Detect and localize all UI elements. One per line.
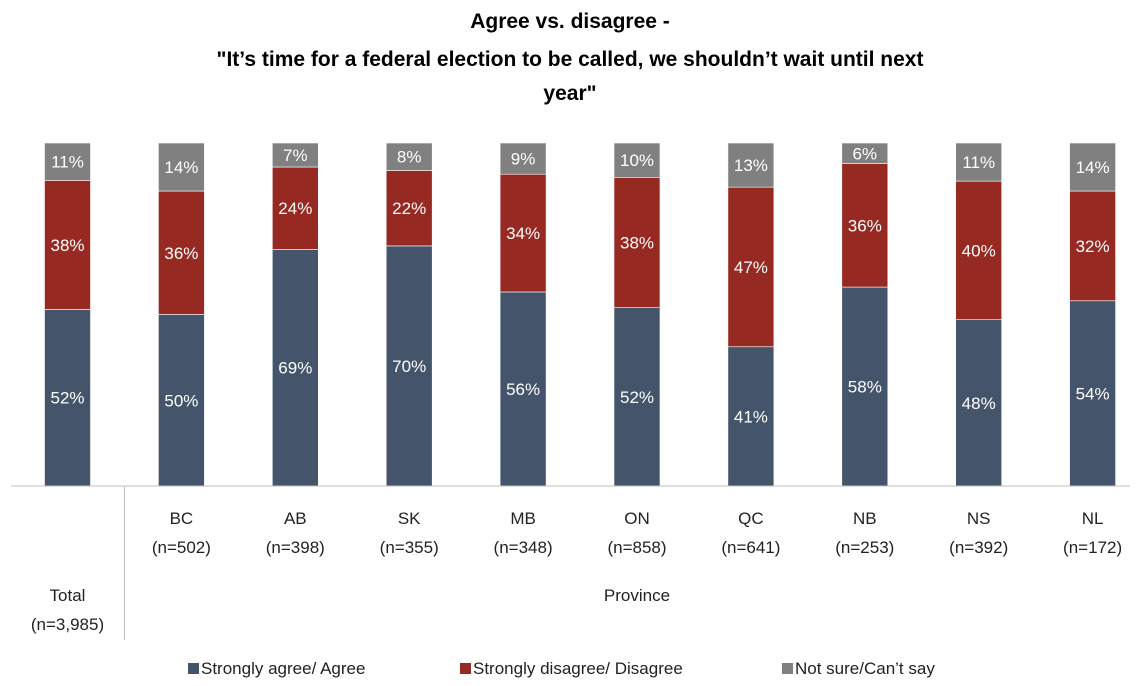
bar-segment-1-cat-7	[727, 346, 775, 487]
bar-segment-3-cat-9	[955, 142, 1003, 182]
bar-segment-2-cat-6	[613, 177, 661, 308]
category-n-label-2: (n=502)	[152, 538, 211, 557]
category-label-2: BC	[170, 509, 194, 528]
data-label-1-cat-10: 54%	[1076, 384, 1110, 403]
chart-subtitle-line-1: "It’s time for a federal election to be …	[217, 48, 924, 71]
category-n-label-7: (n=641)	[721, 538, 780, 557]
bar-segment-2-cat-1	[44, 180, 91, 310]
legend-swatch-2	[460, 663, 471, 674]
data-label-2-cat-3: 24%	[278, 199, 312, 218]
bar-segment-2-cat-2	[158, 190, 205, 315]
bar-segment-3-cat-10	[1069, 142, 1116, 192]
data-label-2-cat-9: 40%	[962, 241, 996, 260]
data-label-3-cat-9: 11%	[962, 153, 995, 172]
data-label-2-cat-2: 36%	[164, 244, 198, 263]
legend-label-1: Strongly agree/ Agree	[201, 659, 365, 678]
bar-segment-1-cat-6	[613, 307, 661, 487]
data-label-1-cat-6: 52%	[620, 388, 654, 407]
chart-subtitle-line-2: year"	[543, 82, 596, 105]
data-label-1-cat-7: 41%	[734, 407, 768, 426]
category-n-label-8: (n=253)	[835, 538, 894, 557]
bar-segment-3-cat-1	[44, 142, 91, 181]
data-label-2-cat-7: 47%	[734, 258, 768, 277]
data-label-3-cat-5: 9%	[511, 150, 536, 169]
bar-segment-1-cat-9	[955, 319, 1003, 487]
data-label-2-cat-10: 32%	[1076, 237, 1110, 256]
data-label-1-cat-5: 56%	[506, 380, 540, 399]
bar-segment-1-cat-2	[158, 314, 205, 487]
category-n-label-5: (n=348)	[494, 538, 553, 557]
category-label-10: NL	[1082, 509, 1104, 528]
data-label-1-cat-3: 69%	[278, 359, 312, 378]
bar-segment-1-cat-1	[44, 309, 91, 487]
data-label-1-cat-9: 48%	[962, 394, 996, 413]
group-label-province: Province	[604, 586, 670, 605]
data-label-2-cat-8: 36%	[848, 216, 882, 235]
data-label-2-cat-5: 34%	[506, 224, 540, 243]
bar-segment-1-cat-4	[385, 245, 433, 487]
data-label-3-cat-4: 8%	[397, 148, 422, 167]
data-label-2-cat-1: 38%	[50, 236, 84, 255]
data-label-1-cat-1: 52%	[50, 389, 84, 408]
data-label-3-cat-3: 7%	[283, 146, 308, 165]
category-n-label-3: (n=398)	[266, 538, 325, 557]
category-n-label-10: (n=172)	[1063, 538, 1122, 557]
bar-segment-2-cat-3	[271, 166, 319, 250]
legend-label-3: Not sure/Can’t say	[795, 659, 935, 678]
category-label-4: SK	[398, 509, 421, 528]
bar-segment-3-cat-4	[385, 142, 433, 171]
category-label-6: ON	[624, 509, 650, 528]
category-n-label-4: (n=355)	[380, 538, 439, 557]
category-n-label-9: (n=392)	[949, 538, 1008, 557]
data-label-3-cat-1: 11%	[51, 153, 84, 172]
category-label-3: AB	[284, 509, 307, 528]
bar-segment-3-cat-5	[499, 142, 547, 175]
data-label-3-cat-6: 10%	[620, 151, 654, 170]
bar-segment-3-cat-3	[271, 142, 319, 168]
legend-swatch-3	[782, 663, 793, 674]
category-label-1: Total	[50, 586, 86, 605]
bar-segment-2-cat-4	[385, 170, 433, 247]
data-label-1-cat-2: 50%	[164, 391, 198, 410]
data-label-3-cat-7: 13%	[734, 156, 768, 175]
category-n-label-1: (n=3,985)	[31, 615, 104, 634]
category-axis: Total (n=3,985) BC (n=502) AB (n=398) SK (n=355…	[11, 485, 1130, 640]
data-label-1-cat-4: 70%	[392, 357, 426, 376]
bar-segment-2-cat-9	[955, 180, 1003, 320]
legend-swatch-1	[188, 663, 199, 674]
legend-label-2: Strongly disagree/ Disagree	[473, 659, 683, 678]
bar-segment-2-cat-10	[1069, 190, 1116, 302]
chart-title: Agree vs. disagree -	[470, 10, 670, 33]
bar-segment-3-cat-2	[158, 142, 205, 192]
data-label-2-cat-6: 38%	[620, 233, 654, 252]
bar-segment-3-cat-8	[841, 142, 889, 164]
category-label-7: QC	[738, 509, 764, 528]
bar-segment-3-cat-7	[727, 142, 775, 188]
data-label-3-cat-8: 6%	[853, 144, 878, 163]
data-label-3-cat-10: 14%	[1076, 158, 1110, 177]
bars-group: 52% 38% 11% 50% 36% 14% 69% 24% 7% 70% 22% 8% 56% 34%…	[44, 142, 1116, 487]
chart-title-group: Agree vs. disagree - "It’s time for a fe…	[217, 10, 924, 105]
data-label-1-cat-8: 58%	[848, 378, 882, 397]
category-label-8: NB	[853, 509, 877, 528]
bar-segment-3-cat-6	[613, 142, 661, 178]
bar-segment-2-cat-7	[727, 186, 775, 348]
bar-segment-2-cat-8	[841, 163, 889, 288]
category-label-9: NS	[967, 509, 991, 528]
category-n-label-6: (n=858)	[607, 538, 666, 557]
data-label-3-cat-2: 14%	[164, 158, 198, 177]
category-label-5: MB	[510, 509, 536, 528]
legend: Strongly agree/ Agree Strongly disagree/ …	[188, 659, 935, 678]
data-label-2-cat-4: 22%	[392, 199, 426, 218]
bar-segment-1-cat-5	[499, 291, 547, 487]
